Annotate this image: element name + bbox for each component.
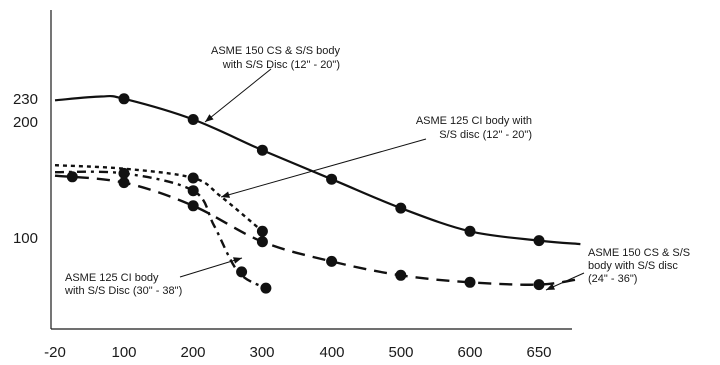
annotation-arrow [204, 68, 272, 123]
x-tick-label: 100 [111, 344, 136, 361]
annotation-arrow [179, 257, 243, 278]
data-point [187, 185, 199, 197]
data-point [256, 236, 268, 248]
series-line-4 [54, 170, 267, 290]
y-tick-label: 200 [13, 114, 38, 131]
series-line-1 [54, 94, 581, 246]
data-point [118, 177, 130, 189]
data-point [187, 200, 199, 212]
x-tick-label: -20 [44, 344, 66, 361]
arrowhead-icon [221, 191, 230, 198]
data-point [118, 93, 130, 105]
data-point [118, 167, 130, 179]
annotations: ASME 150 CS & S/S body with S/S Disc (12"… [64, 45, 690, 297]
data-point [464, 276, 476, 288]
annotation-arrow [220, 138, 427, 198]
x-tick-label: 400 [319, 344, 344, 361]
y-tick-label: 230 [13, 91, 38, 108]
x-tick-label: 200 [180, 344, 205, 361]
x-tick-label: 600 [457, 344, 482, 361]
tick-labels: -20 100 200 300 400 500 600 650 100 200 230 [13, 91, 552, 361]
data-point [66, 171, 78, 183]
axes [50, 10, 572, 330]
y-tick-label: 100 [13, 230, 38, 247]
data-point [326, 255, 338, 267]
data-point [256, 225, 268, 237]
data-point [260, 282, 272, 294]
annotation-4: ASME 150 CS & S/S body with S/S disc (24" … [588, 247, 690, 285]
data-point [187, 172, 199, 184]
data-point [187, 114, 199, 125]
annotation-1: ASME 150 CS & S/S body with S/S Disc (12"… [211, 45, 341, 71]
x-tick-label: 500 [388, 344, 413, 361]
series-line-3 [54, 174, 581, 286]
annotation-3: ASME 125 CI body with S/S Disc (30" - 38"… [64, 272, 182, 297]
x-tick-label: 300 [249, 344, 274, 361]
annotation-2: ASME 125 CI body with S/S disc (12" - 20"… [416, 115, 532, 141]
data-point [464, 225, 476, 237]
x-tick-label: 650 [526, 344, 551, 361]
series-line-2 [54, 164, 264, 233]
arrowhead-icon [546, 283, 555, 290]
data-points [66, 93, 545, 294]
data-point [533, 279, 545, 291]
arrowhead-icon [233, 257, 242, 264]
data-point [395, 269, 407, 281]
data-point [326, 173, 338, 185]
data-point [395, 202, 407, 214]
data-point [236, 266, 248, 278]
arrowhead-icon [205, 114, 214, 122]
data-point [533, 235, 545, 247]
data-point [256, 144, 268, 156]
